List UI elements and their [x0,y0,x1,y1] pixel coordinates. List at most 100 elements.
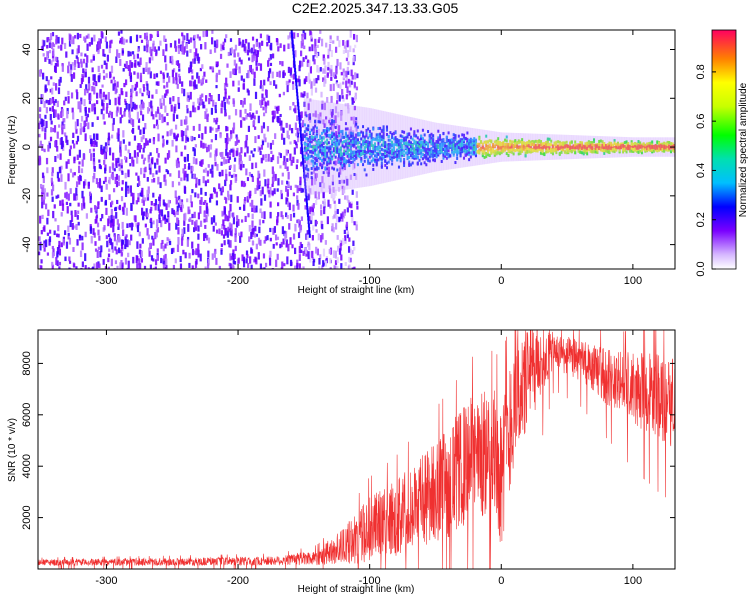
spectrogram-cell [115,173,119,180]
spectrogram-cell [259,47,262,52]
spectrogram-cell [224,169,228,175]
spectrogram-cell [408,162,411,166]
spectrogram-cell [449,144,452,148]
spectrogram-cell [384,159,387,163]
spectrogram-cell [360,149,363,153]
spectrogram-cell [328,43,332,52]
spectrogram-cell [392,137,395,141]
spectrogram-cell [391,144,394,148]
spectrogram-cell [86,113,90,118]
spectrogram-cell [299,241,302,248]
spectrogram-cell [363,168,366,172]
spectrogram-cell [124,189,128,198]
spectrogram-cell [324,240,327,245]
spectrogram-cell [476,150,479,154]
spectrogram-cell [586,149,589,153]
spectrogram-cell [483,151,486,155]
spectrogram-cell [224,227,227,236]
spectrogram-cell [259,33,263,39]
spectrogram-cell [125,103,128,110]
spectrogram-cell [179,198,182,205]
spectrogram-cell [276,236,280,240]
spectrogram-cell [445,149,448,153]
spectrogram-halo [447,124,450,170]
spectrogram-cell [128,68,132,77]
spectrogram-cell [228,156,232,160]
spectrogram-halo [346,104,349,190]
spectrogram-halo [581,135,583,159]
spectrogram-cell [248,224,251,232]
spectrogram-cell [392,151,395,155]
spectrogram-cell [175,210,178,215]
spectrogram-cell [356,153,359,157]
spectrogram-halo [575,135,578,159]
spectrogram-cell [110,65,114,74]
spectrogram-cell [229,240,232,248]
spectrogram-cell [156,147,159,154]
spectrogram-cell [193,52,196,58]
spectrogram-streak [294,71,297,76]
spectrogram-cell [264,153,268,159]
spectrogram-cell [215,74,218,83]
spectrogram-halo [408,116,410,178]
spectrogram-cell [305,147,308,151]
spectrogram-cell [166,72,169,78]
spectrogram-cell [272,53,275,59]
spectrogram-cell [54,155,57,162]
spectrogram-cell [248,49,251,53]
spectrogram-cell [355,150,358,154]
spectrogram-cell [303,78,307,84]
spectrogram-cell [109,71,112,79]
spectrogram-cell [337,245,340,252]
spectrogram-cell [43,188,46,193]
spectrogram-cell [304,136,308,144]
spectrogram-halo [527,133,530,161]
spectrogram-cell [485,144,488,148]
spectrogram-cell [498,140,501,144]
spectrogram-cell [258,219,262,226]
spectrogram-cell [505,145,508,149]
spectrogram-cell [280,241,283,248]
spectrogram-cell [79,58,83,64]
spectrogram-cell [254,126,257,130]
spectrogram-cell [186,198,189,203]
spectrogram-cell [246,49,250,56]
spectrogram-cell [164,179,167,186]
spectrogram-cell [247,192,250,200]
spectrogram-cell [80,267,83,269]
spectrogram-cell [325,257,328,264]
spectrogram-cell [430,150,433,154]
spectrogram-cell [172,113,175,122]
spectrogram-cell [295,265,299,269]
spectrogram-halo [367,107,369,187]
spectrogram-cell [202,101,205,109]
spectrogram-cell [162,74,165,79]
spectrogram-cell [308,140,311,144]
spectrogram-cell [408,160,411,164]
spectrogram-halo [308,99,311,196]
spectrogram-cell [89,226,93,234]
spectrogram-cell [462,143,465,147]
spectrogram-cell [314,191,317,199]
spectrogram-cell [340,213,343,219]
spectrogram-cell [326,146,329,150]
spectrogram-cell [495,141,498,145]
spectrogram-cell [309,66,313,74]
spectrogram-cell [406,147,409,151]
spectrogram-cell [209,126,212,133]
spectrogram-cell [428,155,431,159]
spectrogram-cell [51,96,55,104]
spectrogram-cell [97,229,100,236]
spectrogram-streak [298,123,301,128]
spectrogram-cell [175,196,178,205]
spectrogram-cell [527,144,530,148]
spectrogram-halo [382,110,385,184]
spectrogram-cell [440,149,443,153]
spectrogram-halo [481,129,484,165]
spectrogram-cell [218,265,221,269]
spectrogram-cell [184,156,187,163]
spectrogram-cell [114,246,117,251]
spectrogram-cell [435,151,438,155]
spectrogram-cell [152,238,155,246]
spectrogram-cell [156,124,159,130]
